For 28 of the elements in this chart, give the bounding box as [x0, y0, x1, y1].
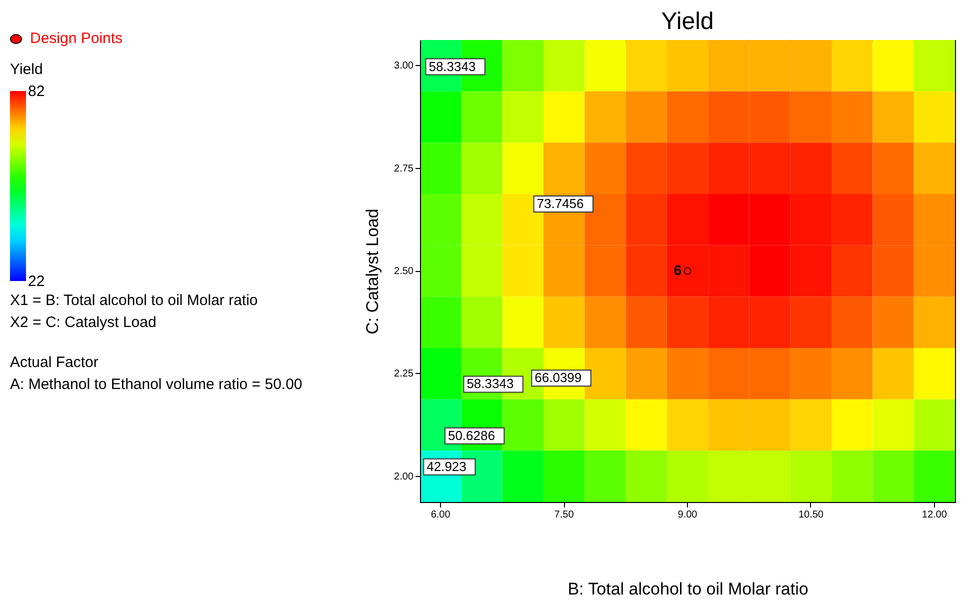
text: A: Methanol to Ethanol volume ratio = 50.00 [10, 376, 302, 393]
y-tick-label: 2.50 [394, 266, 414, 277]
x-tick-label: 9.00 [678, 510, 698, 520]
y-tick-label: 2.75 [394, 163, 414, 174]
y-tick-label: 2.25 [394, 368, 414, 380]
text: X2 = C: Catalyst Load [10, 314, 156, 331]
annotation: 73.7456 [536, 196, 584, 212]
annotation: 42.923 [426, 458, 466, 474]
text: X1 = B: Total alcohol to oil Molar ratio [10, 292, 258, 309]
annotation: 58.3343 [428, 58, 476, 74]
text: Actual Factor [10, 354, 98, 371]
color-bar-title: Yield [10, 61, 43, 78]
color-bar-label: 22 [28, 273, 45, 290]
chart-title: Yield [661, 8, 714, 35]
y-axis-title: C: Catalyst Load [363, 208, 382, 334]
x-axis-title: B: Total alcohol to oil Molar ratio [568, 580, 808, 598]
x-tick-label: 7.50 [554, 510, 574, 520]
y-tick-label: 3.00 [394, 60, 414, 72]
x-tick-label: 6.00 [430, 510, 451, 520]
annotation: 66.0399 [534, 370, 582, 386]
annotation: 50.6286 [448, 428, 495, 443]
y-tick-label: 2.00 [394, 471, 414, 482]
x-tick-label: 10.50 [798, 510, 824, 520]
annotation: 6 [674, 262, 682, 278]
color-bar-label: 82 [28, 83, 45, 100]
annotation: 58.3343 [466, 376, 514, 392]
text: Design Points [29, 30, 123, 47]
x-tick-label: 12.00 [922, 510, 948, 520]
